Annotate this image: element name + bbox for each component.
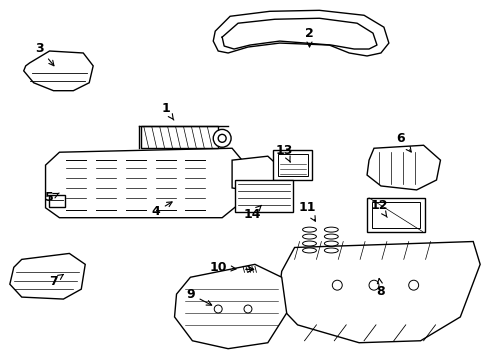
Text: 11: 11 xyxy=(298,201,316,221)
Bar xyxy=(48,195,65,207)
Polygon shape xyxy=(45,148,242,218)
Text: 13: 13 xyxy=(275,144,293,162)
Bar xyxy=(141,126,218,148)
Ellipse shape xyxy=(324,234,338,239)
Circle shape xyxy=(214,305,222,313)
Circle shape xyxy=(218,134,225,142)
Bar xyxy=(366,198,424,231)
Text: 2: 2 xyxy=(305,27,313,47)
Text: 4: 4 xyxy=(151,202,172,218)
Text: 8: 8 xyxy=(376,278,385,298)
Bar xyxy=(277,154,307,176)
Circle shape xyxy=(368,280,378,290)
Text: 14: 14 xyxy=(243,205,261,221)
Ellipse shape xyxy=(302,227,316,232)
Polygon shape xyxy=(213,10,388,56)
Ellipse shape xyxy=(324,248,338,253)
Bar xyxy=(235,180,292,212)
Circle shape xyxy=(332,280,342,290)
Polygon shape xyxy=(232,156,279,192)
Polygon shape xyxy=(10,253,85,299)
Text: 1: 1 xyxy=(161,102,174,120)
Circle shape xyxy=(408,280,418,290)
Ellipse shape xyxy=(302,248,316,253)
Text: 5: 5 xyxy=(45,192,59,204)
Text: 6: 6 xyxy=(396,132,410,152)
Ellipse shape xyxy=(302,234,316,239)
Text: 3: 3 xyxy=(35,41,54,66)
Bar xyxy=(371,202,419,228)
Text: 10: 10 xyxy=(209,261,236,274)
Ellipse shape xyxy=(324,241,338,246)
Text: 9: 9 xyxy=(186,288,211,305)
Polygon shape xyxy=(277,242,479,343)
Polygon shape xyxy=(174,264,286,349)
Text: 12: 12 xyxy=(369,199,387,217)
Circle shape xyxy=(244,305,251,313)
Ellipse shape xyxy=(302,241,316,246)
Polygon shape xyxy=(366,145,440,190)
Polygon shape xyxy=(24,51,93,91)
Ellipse shape xyxy=(324,227,338,232)
Text: 7: 7 xyxy=(49,274,63,288)
Circle shape xyxy=(213,129,231,147)
Bar xyxy=(272,150,312,180)
